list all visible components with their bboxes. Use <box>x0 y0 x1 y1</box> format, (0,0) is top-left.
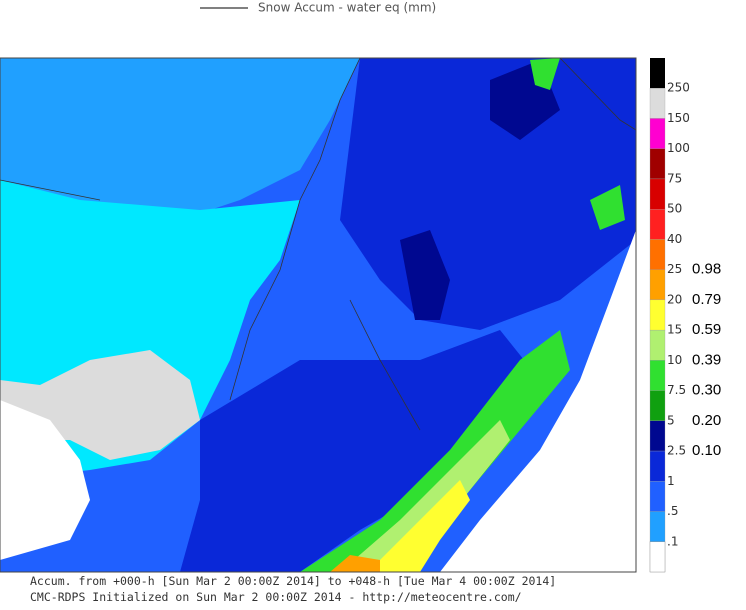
legend-line-label: Snow Accum - water eq (mm) <box>258 1 436 15</box>
scale-box <box>649 420 666 452</box>
scale-label: 100 <box>667 141 690 155</box>
footer-line: Accum. from +000-h [Sun Mar 2 00:00Z 201… <box>30 574 556 588</box>
scale-label: 40 <box>667 232 682 246</box>
scale-inches: 0.79 <box>692 291 721 308</box>
map <box>0 58 636 572</box>
scale-label: 2.5 <box>667 444 686 458</box>
scale-label: .1 <box>667 534 678 548</box>
scale-label: 1 <box>667 474 675 488</box>
scale-label: .5 <box>667 504 678 518</box>
scale-box <box>649 481 666 512</box>
scale-label: 7.5 <box>667 383 686 397</box>
scale-box <box>649 299 666 331</box>
scale-box <box>649 118 666 149</box>
scale-inches: 0.20 <box>692 412 721 429</box>
scale-box <box>649 269 666 301</box>
scale-inches: 0.10 <box>692 442 721 459</box>
scale-inches: 0.59 <box>692 321 721 338</box>
scale-box <box>649 148 666 180</box>
scale-box <box>649 209 666 240</box>
scale-box <box>649 511 666 542</box>
scale-box <box>649 360 666 391</box>
scale-inches: 0.98 <box>692 261 721 278</box>
scale-label: 250 <box>667 81 690 95</box>
scale-label: 150 <box>667 111 690 125</box>
scale-label: 75 <box>667 171 682 185</box>
map-frame <box>0 57 637 573</box>
footer-line: CMC-RDPS Initialized on Sun Mar 2 00:00Z… <box>30 590 522 604</box>
scale-box <box>649 390 666 421</box>
scale-label: 10 <box>667 353 682 367</box>
scale-box <box>649 88 666 119</box>
scale-label: 5 <box>667 413 675 427</box>
scale-inches: 0.39 <box>692 351 721 368</box>
scale-box <box>649 178 666 210</box>
scale-label: 20 <box>667 292 682 306</box>
scale-label: 15 <box>667 323 682 337</box>
scale-label: 50 <box>667 202 682 216</box>
scale-box <box>649 541 666 573</box>
scale-inches: 0.30 <box>692 382 721 399</box>
scale-box <box>650 58 665 89</box>
scale-box <box>649 329 666 361</box>
scale-box <box>649 450 666 482</box>
scale-box <box>649 239 666 270</box>
scale-label: 25 <box>667 262 682 276</box>
